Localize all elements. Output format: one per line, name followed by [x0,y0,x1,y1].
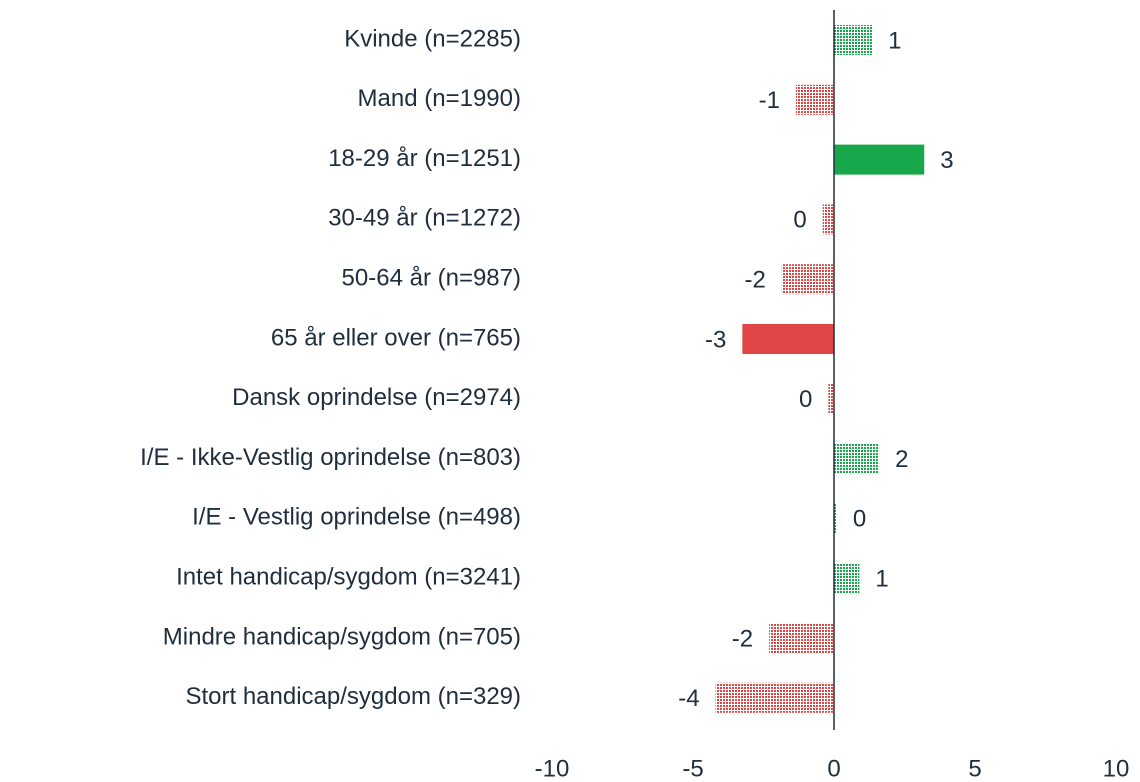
bar [834,563,860,594]
bar [834,25,873,55]
y-tick-label: Kvinde (n=2285) [344,25,521,52]
value-label: 0 [853,506,866,533]
bar [834,443,880,474]
y-tick-label: I/E - Vestlig oprindelse (n=498) [192,504,521,531]
value-label: -4 [678,685,699,712]
x-tick-label: 10 [1103,755,1130,782]
y-tick-label: Mindre handicap/sygdom (n=705) [163,623,521,650]
x-tick-label: -10 [535,755,570,782]
y-tick-label: Mand (n=1990) [358,85,521,112]
y-tick-label: 18-29 år (n=1251) [328,145,521,172]
bar [834,503,837,534]
bar [781,264,834,295]
y-tick-label: 30-49 år (n=1272) [328,205,521,232]
y-tick-label: Stort handicap/sygdom (n=329) [185,683,521,710]
value-label: 1 [875,566,888,593]
y-tick-label: 50-64 år (n=987) [342,265,521,292]
y-tick-label: Dansk oprindelse (n=2974) [232,384,521,411]
bar [769,623,834,653]
bar [715,682,834,713]
y-tick-label: I/E - Ikke-Vestlig oprindelse (n=803) [140,444,521,471]
value-label: 0 [793,207,806,234]
bar [834,144,925,175]
value-label: -2 [744,267,765,294]
value-label: -1 [759,87,780,114]
value-label: -2 [732,625,753,652]
x-tick-label: -5 [682,755,703,782]
bar [742,324,834,354]
x-tick-label: 5 [968,755,981,782]
x-tick-label: 0 [827,755,840,782]
value-label: 2 [895,446,908,473]
bar [795,84,834,115]
bar [828,383,834,414]
bar [822,204,834,235]
y-tick-label: Intet handicap/sygdom (n=3241) [176,564,521,591]
value-label: 3 [940,147,953,174]
value-label: 0 [799,386,812,413]
value-label: 1 [888,27,901,54]
value-label: -3 [705,326,726,353]
y-tick-label: 65 år eller over (n=765) [271,324,521,351]
